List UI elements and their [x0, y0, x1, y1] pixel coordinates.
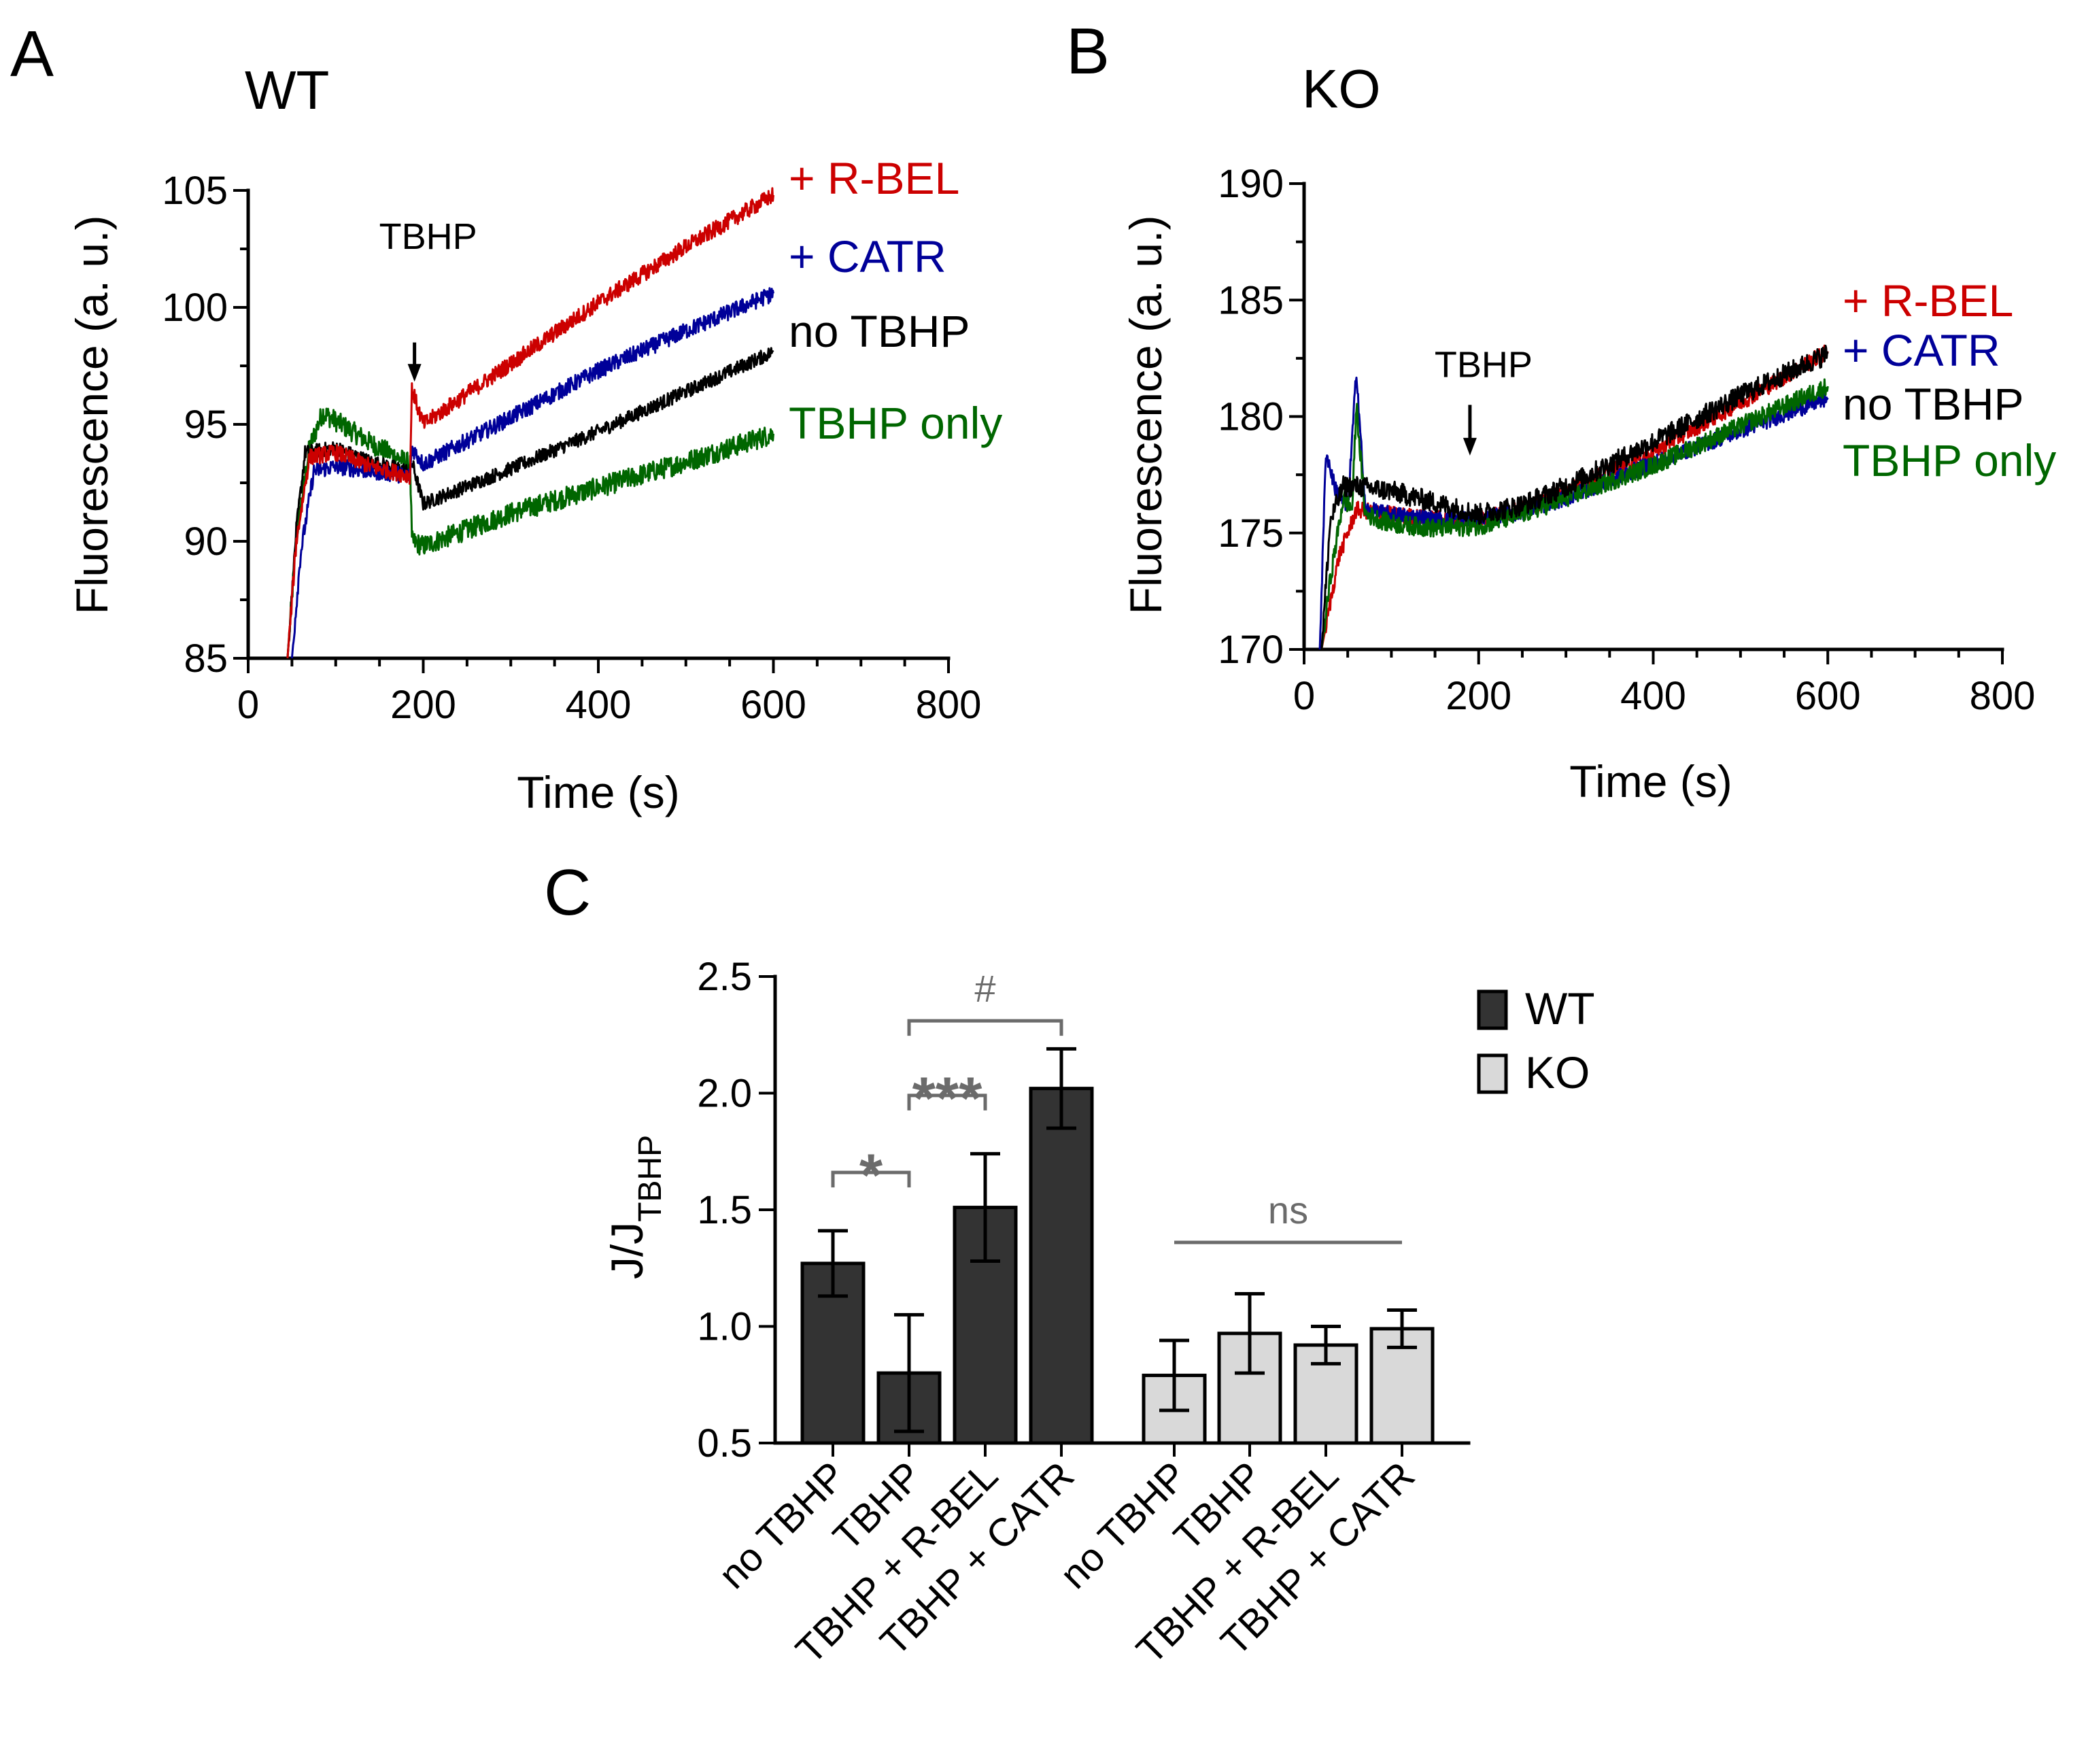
y-tick-label: 90	[184, 520, 228, 564]
legend-swatch-ko	[1477, 1053, 1508, 1094]
y-tick-label: 190	[1218, 162, 1284, 206]
x-tick-label: 400	[1620, 674, 1686, 718]
panel-b-xlabel: Time (s)	[1569, 756, 1732, 807]
x-tick-label: 600	[740, 683, 806, 727]
panel-a-xlabel: Time (s)	[517, 767, 680, 817]
legend-entry: no TBHP	[1843, 379, 2024, 429]
significance-bracket	[907, 1019, 1063, 1036]
legend-entry: TBHP only	[789, 398, 1002, 448]
panel-b-ylabel: Fluorescence (a. u.)	[1121, 216, 1171, 615]
tbhp-annotation-label: TBHP	[1435, 344, 1533, 385]
significance-bracket	[831, 1170, 911, 1188]
trace--r-bel	[286, 187, 774, 659]
panel-b-title: KO	[1302, 58, 1381, 119]
panel-b-axes: 170 175 180 185 190 0 200 400 600 800	[1218, 162, 2035, 718]
panel-c-ylabel: J/JTBHP	[602, 1135, 668, 1279]
y-tick-label: 2.0	[697, 1072, 752, 1116]
x-tick-label: 400	[566, 683, 632, 727]
tbhp-arrow-head	[407, 364, 422, 382]
panel-a-title: WT	[245, 60, 329, 120]
y-tick-label: 100	[162, 286, 228, 330]
x-tick-label: 200	[390, 683, 456, 727]
panel-a: A WT Fluorescence (a. u.) Time (s) 85 90 9…	[10, 18, 1002, 817]
significance-label: ns	[1268, 1189, 1308, 1232]
y-tick-label: 180	[1218, 395, 1284, 439]
panel-a-legend: + R-BEL + CATR no TBHP TBHP only	[789, 153, 1002, 448]
trace-no-tbhp	[286, 347, 774, 659]
panel-c: C J/JTBHP 0.51.01.52.02.5 ****#ns no TBH…	[544, 856, 1595, 1672]
panel-a-ylabel: Fluorescence (a. u.)	[67, 216, 117, 615]
significance-label: #	[974, 967, 995, 1010]
legend-label-ko: KO	[1525, 1047, 1590, 1098]
y-tick-label: 175	[1218, 511, 1284, 556]
panel-letter-c: C	[544, 856, 591, 929]
tbhp-arrow-head	[1463, 437, 1477, 456]
panel-c-ylabel-main: J/J	[602, 1222, 652, 1279]
y-tick-label: 185	[1218, 278, 1284, 322]
y-tick-label: 85	[184, 637, 228, 681]
y-tick-label: 170	[1218, 628, 1284, 672]
x-tick-label: 600	[1795, 674, 1861, 718]
x-tick-label: 0	[1293, 674, 1315, 718]
panel-a-axes: 85 90 95 100 105 0 200 400 600 800	[162, 169, 981, 727]
panel-b: B KO Fluorescence (a. u.) Time (s) 17017…	[1066, 15, 2056, 807]
y-tick-label: 1.0	[697, 1305, 752, 1349]
trace-tbhp-only	[286, 407, 774, 659]
y-tick-label: 1.5	[697, 1188, 752, 1232]
panel-a-traces	[286, 187, 774, 659]
x-tick-label: 800	[916, 683, 982, 727]
bar-wt-3	[1029, 1087, 1094, 1445]
panel-letter-b: B	[1066, 15, 1110, 88]
trace-no-tbhp	[1320, 344, 1829, 650]
x-tick-label: 0	[237, 683, 259, 727]
x-tick-label: 200	[1446, 674, 1511, 718]
legend-swatch-wt	[1477, 989, 1508, 1030]
panel-c-axes: 0.5 1.0 1.5 2.0 2.5	[697, 955, 1471, 1465]
y-tick-label: 95	[184, 403, 228, 447]
panel-letter-a: A	[10, 18, 54, 90]
panel-b-traces	[1318, 344, 1829, 650]
panel-c-bars	[800, 1047, 1435, 1445]
tbhp-annotation-label: TBHP	[379, 216, 477, 257]
significance-label: ***	[912, 1064, 982, 1132]
legend-label-wt: WT	[1525, 983, 1595, 1034]
y-tick-label: 2.5	[697, 955, 752, 999]
panel-a-annotation: TBHP	[379, 216, 477, 382]
significance-bracket	[907, 1093, 987, 1110]
panel-b-annotation: TBHP	[1435, 344, 1533, 456]
y-tick-label: 0.5	[697, 1421, 752, 1465]
panel-c-significance: ****#ns	[831, 967, 1402, 1244]
panel-c-legend: WT KO	[1477, 983, 1595, 1098]
legend-entry: + R-BEL	[789, 153, 959, 203]
y-tick-label: 105	[162, 169, 228, 213]
significance-label: *	[859, 1141, 883, 1208]
legend-entry: no TBHP	[789, 306, 970, 356]
legend-entry: + CATR	[789, 231, 946, 282]
panel-c-ylabel-sub: TBHP	[632, 1135, 668, 1222]
legend-entry: + CATR	[1843, 325, 2000, 375]
x-tick-label: 800	[1970, 674, 2036, 718]
legend-entry: TBHP only	[1843, 435, 2056, 486]
legend-entry: + R-BEL	[1843, 275, 2013, 326]
